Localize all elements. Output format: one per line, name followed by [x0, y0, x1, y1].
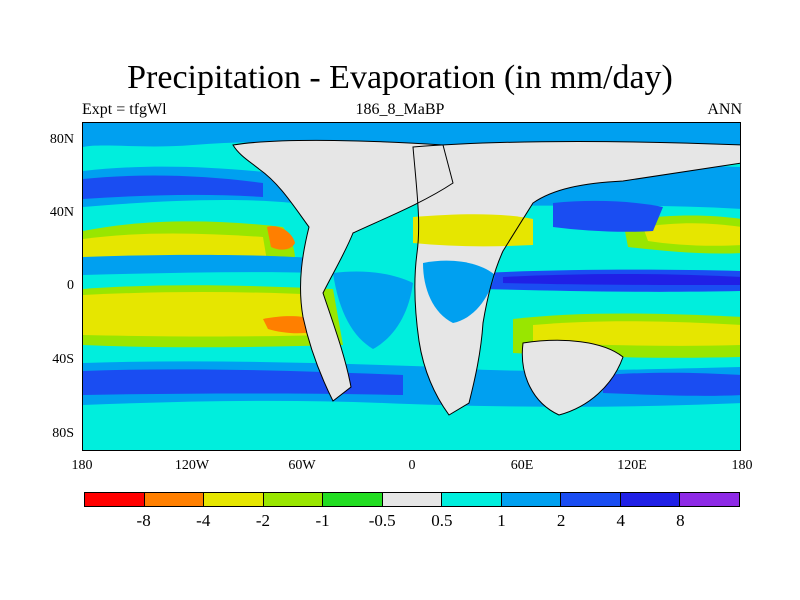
colorbar: [84, 492, 740, 507]
lat-tick-40n: 40N: [49, 205, 74, 220]
lat-tick-80n: 80N: [49, 132, 74, 147]
colorbar-label: 8: [676, 511, 685, 530]
lon-tick-120w: 120W: [174, 458, 210, 473]
southern-landmass: [522, 340, 623, 415]
colorbar-label: 4: [616, 511, 625, 530]
colorbar-label: 2: [556, 511, 566, 530]
south-storm-core-east: [603, 372, 740, 396]
antarctic-margin: [83, 415, 740, 450]
colorbar-label: 1: [497, 511, 506, 530]
lat-tick-80s: 80S: [52, 426, 74, 441]
south-storm-core-west: [83, 369, 403, 395]
colorbar-box-5: [382, 493, 443, 506]
lon-tick-60w: 60W: [288, 458, 316, 473]
south-america-wet: [333, 271, 413, 349]
experiment-label: Expt = tfgWl: [82, 101, 167, 118]
southern-coastline: [521, 339, 624, 416]
lon-tick-180e: 180: [731, 458, 753, 473]
period-label: 186_8_MaBP: [355, 101, 445, 118]
north-pacific-core: [83, 175, 263, 199]
eurasia-africa-landmass: [413, 141, 740, 415]
colorbar-label: 0.5: [431, 511, 453, 530]
colorbar-box-0: [85, 493, 145, 506]
colorbar-label: -1: [315, 511, 330, 530]
map-panel: [82, 122, 741, 451]
asia-dry-band: [413, 214, 533, 247]
lon-tick-120e: 120E: [617, 458, 647, 473]
colorbar-box-10: [680, 493, 740, 506]
season-label: ANN: [707, 101, 742, 118]
americas-landmass: [233, 140, 453, 401]
itcz-west: [83, 254, 323, 275]
colorbar-label: -8: [136, 511, 151, 530]
colorbar-box-3: [263, 493, 324, 506]
pe-map: [83, 123, 740, 450]
dry-spot-north: [267, 226, 295, 250]
colorbar-box-4: [323, 493, 383, 506]
plot-title: Precipitation - Evaporation (in mm/day): [127, 59, 673, 96]
lon-tick-180w: 180: [71, 458, 93, 473]
colorbar-box-8: [561, 493, 621, 506]
colorbar-box-1: [144, 493, 205, 506]
lat-tick-40s: 40S: [52, 352, 74, 367]
colorbar-label: -0.5: [368, 511, 396, 530]
colorbar-label: -4: [196, 511, 211, 530]
colorbar-box-2: [204, 493, 264, 506]
colorbar-box-9: [620, 493, 681, 506]
itcz-east-core: [503, 274, 740, 285]
asia-wet-band: [553, 200, 663, 232]
lat-tick-eq: 0: [67, 278, 74, 293]
south-indian-core: [533, 321, 740, 346]
east-subtropic-core: [643, 223, 740, 246]
africa-wet: [423, 260, 495, 323]
colorbar-box-6: [442, 493, 502, 506]
lon-tick-60e: 60E: [510, 458, 534, 473]
colorbar-box-7: [501, 493, 562, 506]
colorbar-label: -2: [255, 511, 270, 530]
lon-tick-0: 0: [408, 458, 416, 473]
eurasia-coastline: [412, 141, 740, 416]
